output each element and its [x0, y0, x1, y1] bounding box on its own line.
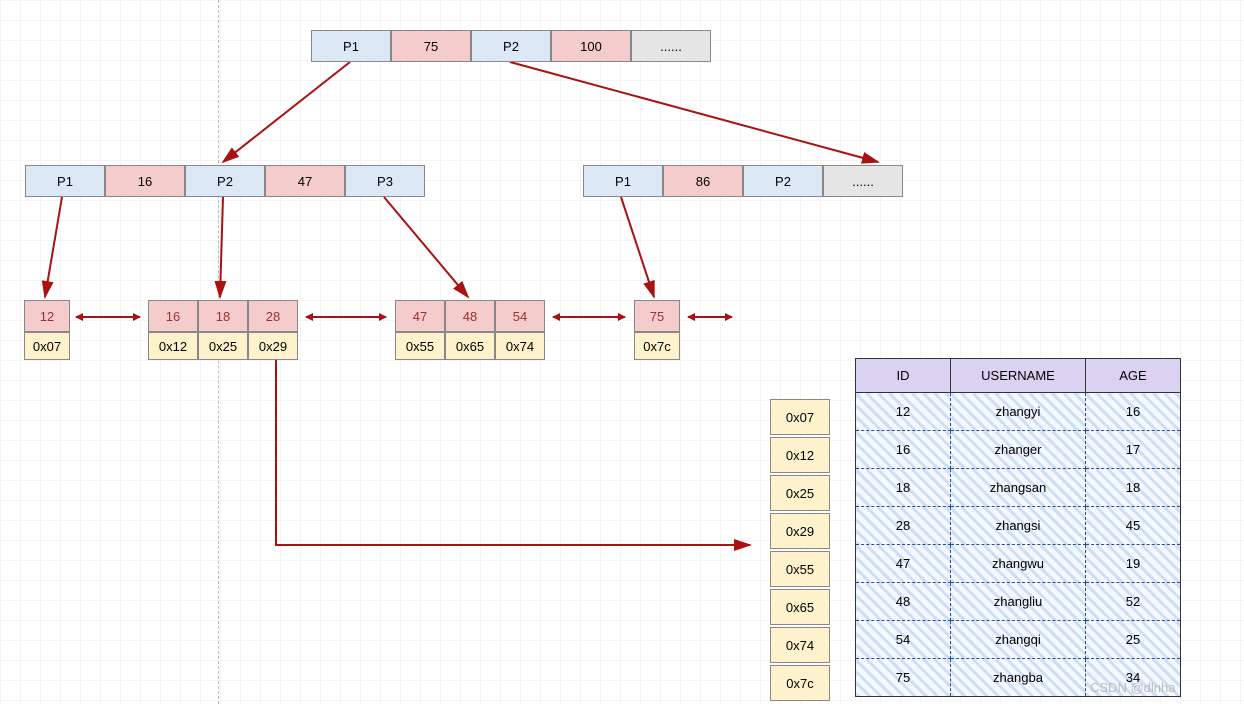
table-cell: zhangqi [951, 621, 1086, 659]
addr-label: 0x29 [770, 513, 830, 549]
table-cell: 28 [856, 507, 951, 545]
watermark: CSDN @dlnha [1090, 680, 1175, 695]
table-header: AGE [1086, 359, 1181, 393]
leaf-addr: 0x29 [248, 332, 298, 360]
pointer-cell: P1 [583, 165, 663, 197]
table-row: 28zhangsi45 [856, 507, 1181, 545]
table-cell: 18 [1086, 469, 1181, 507]
table-cell: 45 [1086, 507, 1181, 545]
addr-label: 0x55 [770, 551, 830, 587]
pointer-cell: P1 [311, 30, 391, 62]
leaf-addr: 0x74 [495, 332, 545, 360]
table-cell: 16 [1086, 393, 1181, 431]
leaf-addr: 0x55 [395, 332, 445, 360]
leaf-link-arrow [553, 316, 625, 318]
table-cell: zhangba [951, 659, 1086, 697]
leaf-link-arrow [76, 316, 140, 318]
leaf-key: 75 [634, 300, 680, 332]
table-cell: 19 [1086, 545, 1181, 583]
addr-label: 0x74 [770, 627, 830, 663]
leaf-key: 18 [198, 300, 248, 332]
table-row: 48zhangliu52 [856, 583, 1181, 621]
pointer-cell: P2 [743, 165, 823, 197]
table-row: 16zhanger17 [856, 431, 1181, 469]
data-table: IDUSERNAMEAGE12zhangyi1616zhanger1718zha… [855, 358, 1181, 697]
leaf-key: 48 [445, 300, 495, 332]
table-cell: 16 [856, 431, 951, 469]
table-header: ID [856, 359, 951, 393]
key-cell: 86 [663, 165, 743, 197]
table-cell: zhangwu [951, 545, 1086, 583]
addr-label: 0x12 [770, 437, 830, 473]
table-cell: 54 [856, 621, 951, 659]
leaf-link-arrow [306, 316, 386, 318]
key-cell: 100 [551, 30, 631, 62]
table-cell: zhangyi [951, 393, 1086, 431]
table-cell: zhangsi [951, 507, 1086, 545]
addr-label: 0x07 [770, 399, 830, 435]
leaf-key: 28 [248, 300, 298, 332]
pointer-cell: P1 [25, 165, 105, 197]
table-cell: 25 [1086, 621, 1181, 659]
leaf-key: 12 [24, 300, 70, 332]
table-cell: zhangliu [951, 583, 1086, 621]
addr-label: 0x65 [770, 589, 830, 625]
table-row: 12zhangyi16 [856, 393, 1181, 431]
leaf-key: 16 [148, 300, 198, 332]
addr-label: 0x7c [770, 665, 830, 701]
leaf-addr: 0x65 [445, 332, 495, 360]
table-cell: 52 [1086, 583, 1181, 621]
leaf-addr: 0x07 [24, 332, 70, 360]
empty-cell: ...... [823, 165, 903, 197]
table-cell: 17 [1086, 431, 1181, 469]
table-row: 54zhangqi25 [856, 621, 1181, 659]
table-cell: zhangsan [951, 469, 1086, 507]
table-cell: 12 [856, 393, 951, 431]
table-header: USERNAME [951, 359, 1086, 393]
empty-cell: ...... [631, 30, 711, 62]
pointer-cell: P3 [345, 165, 425, 197]
table-cell: 48 [856, 583, 951, 621]
key-cell: 75 [391, 30, 471, 62]
table-cell: zhanger [951, 431, 1086, 469]
leaf-key: 54 [495, 300, 545, 332]
table-row: 47zhangwu19 [856, 545, 1181, 583]
key-cell: 16 [105, 165, 185, 197]
table-cell: 18 [856, 469, 951, 507]
table-cell: 75 [856, 659, 951, 697]
leaf-addr: 0x7c [634, 332, 680, 360]
leaf-link-arrow [688, 316, 732, 318]
leaf-key: 47 [395, 300, 445, 332]
leaf-addr: 0x12 [148, 332, 198, 360]
table-row: 18zhangsan18 [856, 469, 1181, 507]
pointer-cell: P2 [471, 30, 551, 62]
pointer-cell: P2 [185, 165, 265, 197]
leaf-addr: 0x25 [198, 332, 248, 360]
key-cell: 47 [265, 165, 345, 197]
table-cell: 47 [856, 545, 951, 583]
addr-label: 0x25 [770, 475, 830, 511]
